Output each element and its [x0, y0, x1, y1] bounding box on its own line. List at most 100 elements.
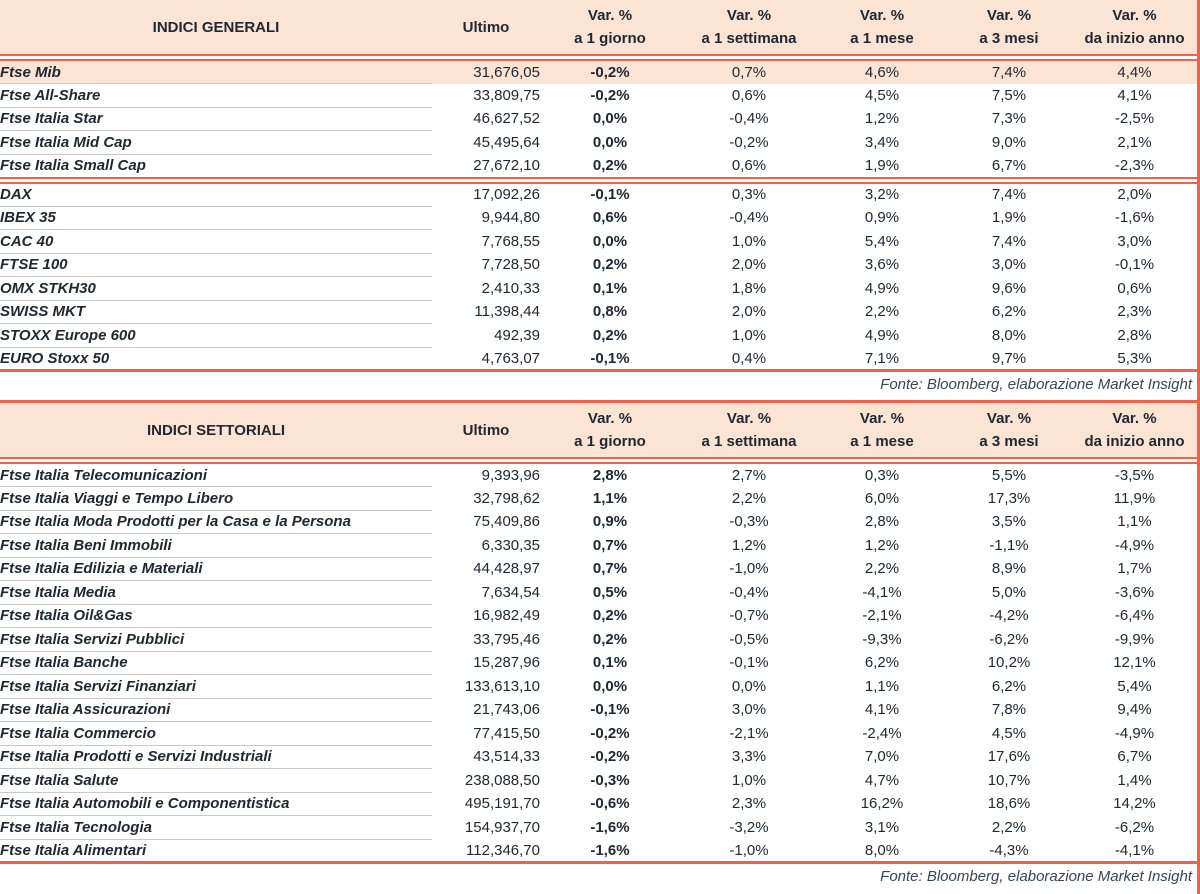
var-1day-cell: -0,2%: [590, 748, 630, 766]
var-pct-label: Var. %: [859, 7, 905, 24]
table-row: Ftse Italia Assicurazioni 21,743,06 -0,1% 3…: [0, 698, 1197, 722]
var-1week-cell: -0,3%: [729, 513, 769, 531]
var-3month-cell: 1,9%: [991, 209, 1027, 227]
table-row: Ftse Italia Edilizia e Materiali 44,428,9…: [0, 557, 1197, 581]
var-pct-label: Var. %: [726, 7, 772, 24]
table-row: Ftse Italia Commercio 77,415,50 -0,2% -2,1%…: [0, 721, 1197, 746]
var-ytd-cell: -1,6%: [1114, 209, 1155, 227]
period-label: a 1 mese: [850, 433, 914, 450]
index-name-cell: SWISS MKT: [0, 300, 432, 324]
var-1month-cell: 0,3%: [864, 466, 900, 484]
var-ytd-cell: -4,1%: [1114, 841, 1155, 859]
table-row: Ftse Italia Beni Immobili 6,330,35 0,7% 1,2…: [0, 533, 1197, 558]
double-rule: [0, 176, 1197, 184]
period-label: a 1 settimana: [701, 433, 797, 450]
index-name-cell: Ftse Italia Small Cap: [0, 157, 146, 174]
last-value-cell: 33,795,46: [473, 630, 540, 648]
var-3month-cell: 7,4%: [946, 60, 1072, 84]
var-3month-cell: 7,3%: [991, 110, 1027, 128]
last-value-cell: 43,514,33: [473, 748, 540, 766]
table-row: Ftse Italia Salute 238,088,50 -0,3% 1,0% 4,7…: [0, 768, 1197, 793]
var-1week-cell: -0,7%: [729, 607, 769, 625]
var-ytd-cell: 2,1%: [1117, 133, 1152, 151]
var-1month-cell: 4,1%: [864, 701, 900, 719]
table-row: SWISS MKT 11,398,44 0,8% 2,0% 2,2% 6,2% 2,3%: [0, 300, 1197, 324]
var-3month-cell: 17,6%: [987, 748, 1031, 766]
var-ytd-cell: -0,1%: [1114, 256, 1155, 274]
double-rule-line: [0, 457, 1197, 464]
var-1month-cell: 1,9%: [864, 156, 900, 174]
var-1day-cell: 0,2%: [592, 607, 628, 625]
var-1month-cell: 6,0%: [864, 489, 900, 507]
index-name-cell: Ftse Italia Prodotti e Servizi Industria…: [0, 745, 432, 769]
var-1week-cell: 1,2%: [731, 536, 767, 554]
var-1day-cell: 0,1%: [592, 279, 628, 297]
table-row: Ftse Italia Prodotti e Servizi Industria…: [0, 745, 1197, 769]
period-label: da inizio anno: [1084, 433, 1185, 450]
var-1week-cell: 1,0%: [731, 771, 767, 789]
last-value-cell: 492,39: [494, 326, 540, 344]
var-1month-cell: 5,4%: [864, 232, 900, 250]
var-1day-cell: -1,6%: [590, 818, 630, 836]
var-1month-cell: 4,5%: [864, 86, 900, 104]
var-ytd-cell: 0,6%: [1117, 279, 1152, 297]
var-3month-cell: 3,0%: [991, 256, 1027, 274]
var-ytd-cell: 1,4%: [1117, 771, 1152, 789]
var-1week-cell: -3,2%: [729, 818, 769, 836]
col-header-3months: Var. % a 3 mesi: [946, 0, 1072, 55]
table-row: Ftse Italia Moda Prodotti per la Casa e …: [0, 510, 1197, 534]
var-3month-cell: -4,2%: [989, 607, 1029, 625]
index-name-cell: Ftse Italia Tecnologia: [0, 815, 432, 840]
last-value-cell: 133,613,10: [464, 677, 540, 695]
index-name-cell: Ftse Italia Moda Prodotti per la Casa e …: [0, 510, 432, 534]
table-row: Ftse All-Share 33,809,75 -0,2% 0,6% 4,5% 7,5%…: [0, 83, 1197, 108]
var-3month-cell: 18,6%: [987, 795, 1031, 813]
var-ytd-cell: -9,9%: [1114, 630, 1155, 648]
period-label: a 3 mesi: [979, 433, 1039, 450]
var-1week-cell: 2,3%: [731, 795, 767, 813]
var-pct-label: Var. %: [726, 410, 772, 427]
var-ytd-cell: -6,4%: [1114, 607, 1155, 625]
var-1day-cell: 0,0%: [592, 232, 628, 250]
last-value-cell: 4,763,07: [481, 349, 540, 367]
var-ytd-cell: -2,5%: [1114, 110, 1155, 128]
general-indices-section: INDICI GENERALI Ultimo Var. % a 1 giorno…: [0, 0, 1197, 400]
last-value-cell: 9,393,96: [481, 466, 540, 484]
var-3month-cell: -6,2%: [989, 630, 1029, 648]
var-3month-cell: 6,2%: [991, 677, 1027, 695]
var-1day-cell: 0,2%: [592, 156, 628, 174]
table-row: Ftse Italia Oil&Gas 16,982,49 0,2% -0,7% -2,…: [0, 604, 1197, 628]
double-rule: [0, 54, 1197, 61]
var-1week-cell: 1,8%: [731, 279, 767, 297]
var-3month-cell: 8,0%: [991, 326, 1027, 344]
var-1week-cell: 2,0%: [731, 303, 767, 321]
table-row: EURO Stoxx 50 4,763,07 -0,1% 0,4% 7,1% 9,7% 5,…: [0, 347, 1197, 371]
var-1day-cell: 2,8%: [592, 466, 628, 484]
var-1month-cell: 1,1%: [864, 677, 900, 695]
period-label: a 1 mese: [850, 30, 914, 47]
var-1day-cell: 0,0%: [592, 677, 628, 695]
col-header-last: Ultimo: [432, 0, 540, 55]
var-ytd-cell: 2,8%: [1117, 326, 1152, 344]
col-header-ytd: Var. % da inizio anno: [1072, 0, 1197, 55]
col-header-1month: Var. % a 1 mese: [818, 0, 946, 55]
header-row: INDICI GENERALI Ultimo Var. % a 1 giorno…: [0, 0, 1197, 55]
col-header-1month: Var. % a 1 mese: [818, 401, 946, 458]
var-pct-label: Var. %: [587, 7, 633, 24]
var-1week-cell: 0,6%: [731, 86, 767, 104]
index-name-cell: EURO Stoxx 50: [0, 349, 110, 367]
index-name-cell: Ftse Italia Assicurazioni: [0, 698, 432, 722]
var-1month-cell: 3,1%: [864, 818, 900, 836]
var-1week-cell: -1,0%: [729, 841, 769, 859]
var-1week-cell: 1,0%: [731, 232, 767, 250]
index-name-cell: Ftse Italia Mid Cap: [0, 130, 432, 155]
last-value-cell: 495,191,70: [464, 795, 540, 813]
table-row: Ftse Italia Automobili e Componentistica…: [0, 792, 1197, 816]
var-ytd-cell: 2,0%: [1117, 186, 1152, 204]
last-value-cell: 112,346,70: [466, 841, 540, 859]
last-value-cell: 46,627,52: [473, 110, 540, 128]
table-row: DAX 17,092,26 -0,1% 0,3% 3,2% 7,4% 2,0%: [0, 182, 1197, 207]
var-1week-cell: -1,0%: [729, 560, 769, 578]
double-rule: [0, 457, 1197, 464]
